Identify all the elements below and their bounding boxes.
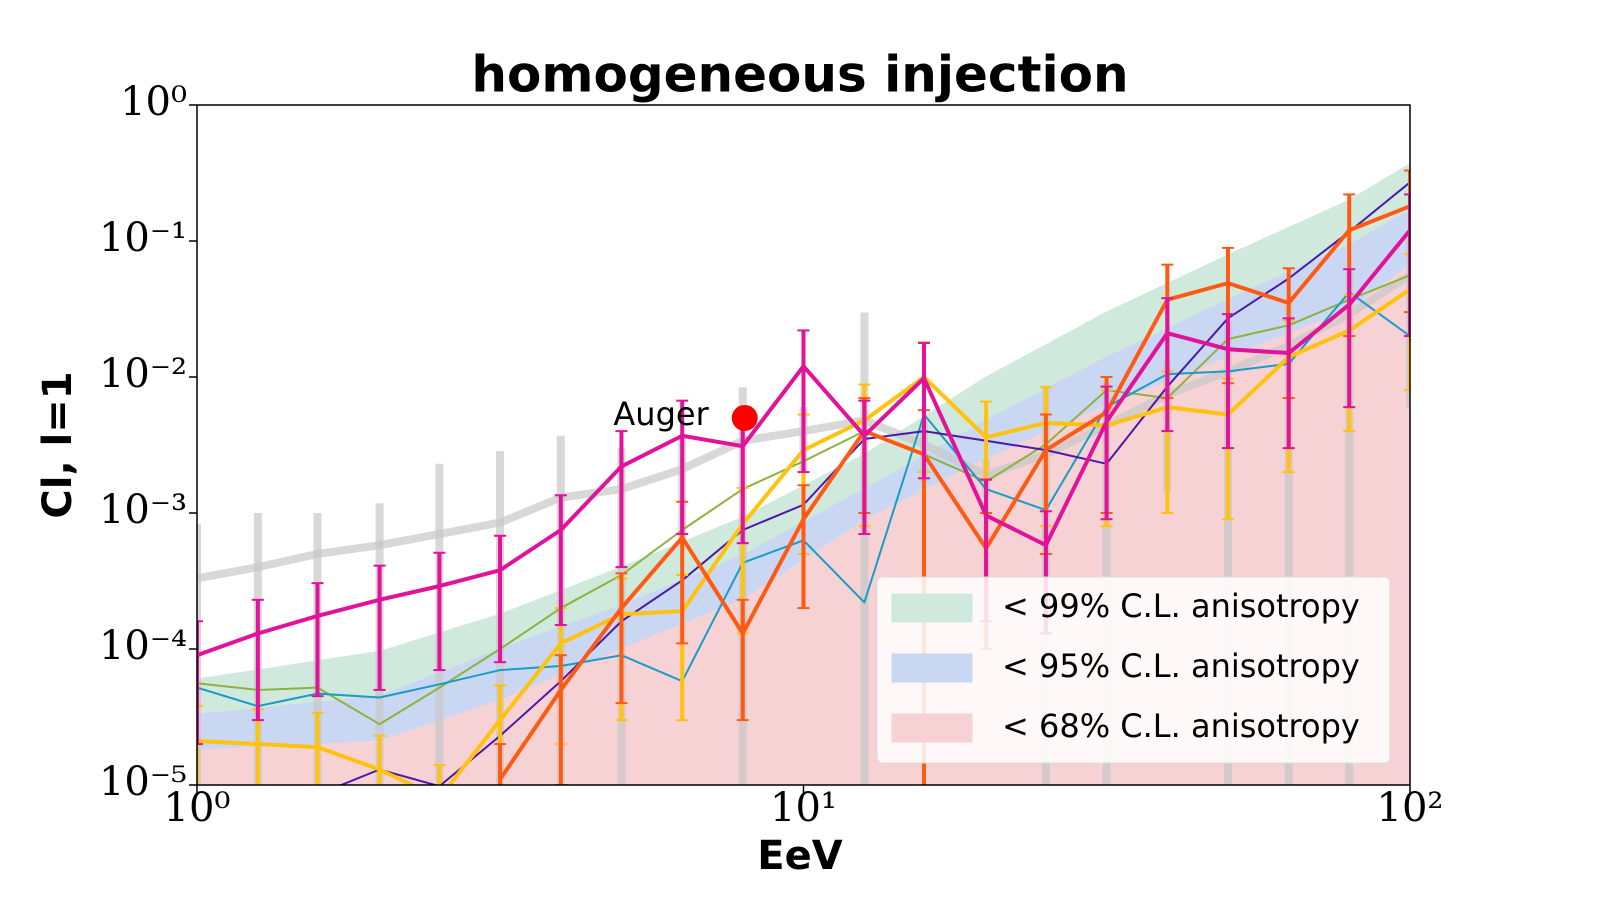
x-tick-label: 10² <box>1377 785 1444 831</box>
x-tick-label: 10¹ <box>770 785 837 831</box>
chart-title: homogeneous injection <box>471 46 1128 104</box>
x-tick-label: 10⁰ <box>164 785 231 831</box>
y-tick-label: 10⁰ <box>120 79 187 125</box>
legend-label: < 99% C.L. anisotropy <box>1002 587 1360 625</box>
series-line <box>498 204 1410 781</box>
x-axis-label: EeV <box>757 833 842 879</box>
legend: < 99% C.L. anisotropy < 95% C.L. anisotro… <box>876 576 1391 764</box>
y-tick-label: 10⁻³ <box>99 487 187 533</box>
y-tick-label: 10⁻⁴ <box>99 623 187 669</box>
annotation-point <box>731 404 758 431</box>
y-tick-label: 10⁻¹ <box>99 215 187 261</box>
legend-label: < 95% C.L. anisotropy <box>1002 647 1360 685</box>
y-axis-label: Cl, l=1 <box>35 371 81 518</box>
legend-swatch <box>891 653 973 683</box>
legend-label: < 68% C.L. anisotropy <box>1002 707 1360 745</box>
annotation-label: Auger <box>613 395 709 433</box>
legend-swatch <box>891 713 973 743</box>
y-tick-label: 10⁻² <box>99 351 187 397</box>
legend-swatch <box>891 593 973 623</box>
y-tick-label: 10⁻⁵ <box>99 759 187 805</box>
legend-box <box>876 576 1391 764</box>
